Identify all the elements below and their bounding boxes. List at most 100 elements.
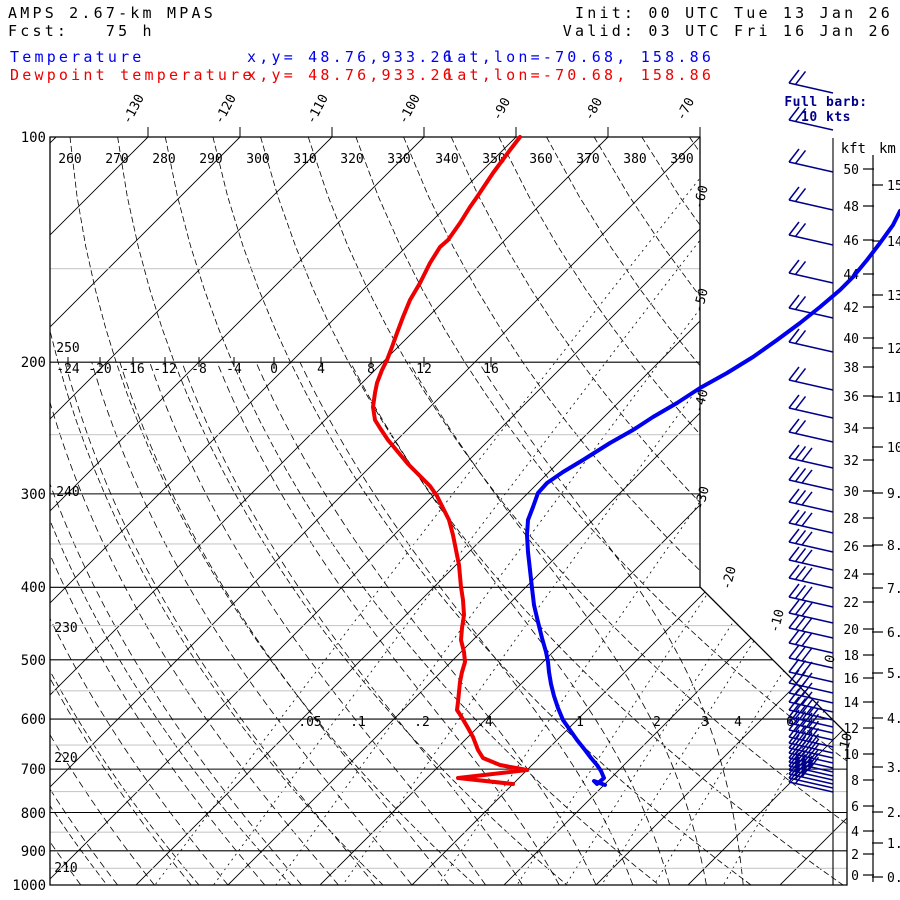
isotherm-lines	[50, 137, 847, 885]
km-tick-label: 9.	[887, 487, 900, 502]
moist-label: 16	[483, 362, 499, 377]
moist-label: -20	[88, 362, 111, 377]
kft-tick-label: 16	[843, 672, 859, 687]
kft-tick-label: 10	[843, 748, 859, 763]
pressure-label: 400	[21, 580, 46, 596]
pressure-lines-major	[50, 136, 847, 886]
theta-label: 370	[576, 152, 599, 167]
isotherm-label: -70	[674, 95, 698, 123]
moist-label: 0	[270, 362, 278, 377]
wind-barbs	[788, 69, 834, 793]
theta-label: 310	[293, 152, 316, 167]
kft-tick-label: 6	[851, 800, 859, 815]
mixing-label: .1	[350, 715, 366, 730]
valid-time: Valid: 03 UTC Fri 16 Jan 26	[562, 22, 893, 40]
kft-tick-label: 22	[843, 596, 859, 611]
kft-tick-label: 20	[843, 623, 859, 638]
theta-label: 380	[623, 152, 646, 167]
moist-label: 4	[317, 362, 325, 377]
kft-tick-label: 2	[851, 848, 859, 863]
mixing-label: 1	[576, 715, 584, 730]
theta-label: 280	[152, 152, 175, 167]
moist-label: -12	[153, 362, 176, 377]
isotherm-label: -110	[304, 92, 332, 127]
pressure-label: 900	[21, 844, 46, 860]
km-tick-label: 14.	[887, 235, 900, 250]
km-tick-label: 12.	[887, 342, 900, 357]
pressure-label: 100	[21, 130, 46, 146]
kft-tick-label: 4	[851, 825, 859, 840]
km-tick-label: 3.	[887, 761, 900, 776]
theta-label: 390	[670, 152, 693, 167]
km-tick-label: 5.	[887, 667, 900, 682]
mixing-label: 10	[837, 732, 856, 751]
kft-tick-label: 48	[843, 200, 859, 215]
isotherm-label: -60	[691, 184, 712, 211]
dewpoint-series-label: Dewpoint temperature	[10, 66, 255, 84]
isotherm-right-labels: -60 -50 -40 -30 -20 -10 0	[691, 184, 839, 665]
theta-label: 210	[54, 861, 77, 876]
isotherm-label: -40	[691, 388, 712, 415]
mixing-label: 3	[701, 715, 709, 730]
kft-tick-label: 32	[843, 454, 859, 469]
isotherm-label: -10	[767, 608, 788, 635]
kft-tick-label: 46	[843, 234, 859, 249]
isotherm-label: -80	[582, 95, 606, 123]
dewpoint-xy: x,y= 48.76,933.26	[247, 66, 455, 84]
page-title: AMPS 2.67-km MPAS	[8, 4, 216, 22]
moist-label: -4	[226, 362, 242, 377]
km-tick-label: 7.	[887, 582, 900, 597]
pressure-axis-labels: 100 200 300 400 500 600 700 800 900 1000	[12, 130, 46, 894]
mixing-label: .05	[298, 715, 321, 730]
kft-tick-label: 12	[843, 722, 859, 737]
moist-adiabat-labels: -24 -20 -16 -12 -8 -4 0 4 8 12 16	[56, 357, 499, 377]
init-time: Init: 00 UTC Tue 13 Jan 26	[575, 4, 893, 22]
kft-tick-label: 26	[843, 540, 859, 555]
moist-label: 12	[416, 362, 432, 377]
pressure-label: 1000	[12, 878, 46, 894]
isotherm-top-labels: -130 -120 -110 -100 -90 -80 -70	[120, 92, 701, 137]
kft-tick-label: 36	[843, 390, 859, 405]
forecast-hour: Fcst: 75 h	[8, 22, 155, 40]
pressure-lines-minor	[50, 268, 847, 869]
km-tick-label: 15.	[887, 179, 900, 194]
kft-tick-label: 24	[843, 568, 859, 583]
full-barb-legend-line1: Full barb:	[784, 95, 868, 110]
theta-label: 230	[54, 621, 77, 636]
km-tick-label: 11.	[887, 391, 900, 406]
moist-label: -8	[191, 362, 207, 377]
km-tick-label: 10.	[887, 441, 900, 456]
isotherm-label: -120	[212, 92, 240, 127]
theta-label: 300	[246, 152, 269, 167]
pressure-label: 700	[21, 762, 46, 778]
kft-tick-label: 40	[843, 332, 859, 347]
temperature-curve	[371, 135, 529, 786]
moist-label: -24	[56, 362, 80, 377]
temperature-latlon: lat,lon=-70.68, 158.86	[445, 48, 715, 66]
kft-header: kft	[841, 141, 866, 157]
theta-label: 270	[105, 152, 128, 167]
theta-label: 290	[199, 152, 222, 167]
theta-label: 340	[435, 152, 458, 167]
mixing-label: .4	[477, 715, 493, 730]
km-tick-label: 2.	[887, 806, 900, 821]
kft-tick-label: 0	[851, 869, 859, 884]
moist-adiabat-lines	[50, 361, 744, 885]
km-tick-label: 4.	[887, 712, 900, 727]
theta-label: 360	[529, 152, 552, 167]
mixing-label: .2	[414, 715, 430, 730]
background-lines	[50, 137, 847, 885]
plot-border	[49, 136, 848, 886]
isotherm-label: -100	[396, 92, 424, 127]
km-header: km	[879, 141, 896, 157]
temperature-xy: x,y= 48.76,933.26	[247, 48, 455, 66]
km-tick-label: 0.	[887, 871, 900, 886]
full-barb-legend-line2: 10 kts	[801, 110, 851, 125]
pressure-label: 600	[21, 712, 46, 728]
kft-tick-label: 8	[851, 774, 859, 789]
km-tick-label: 6.	[887, 626, 900, 641]
kft-tick-label: 14	[843, 696, 859, 711]
kft-tick-label: 18	[843, 649, 859, 664]
pressure-label: 800	[21, 806, 46, 822]
kft-tick-label: 30	[843, 485, 859, 500]
